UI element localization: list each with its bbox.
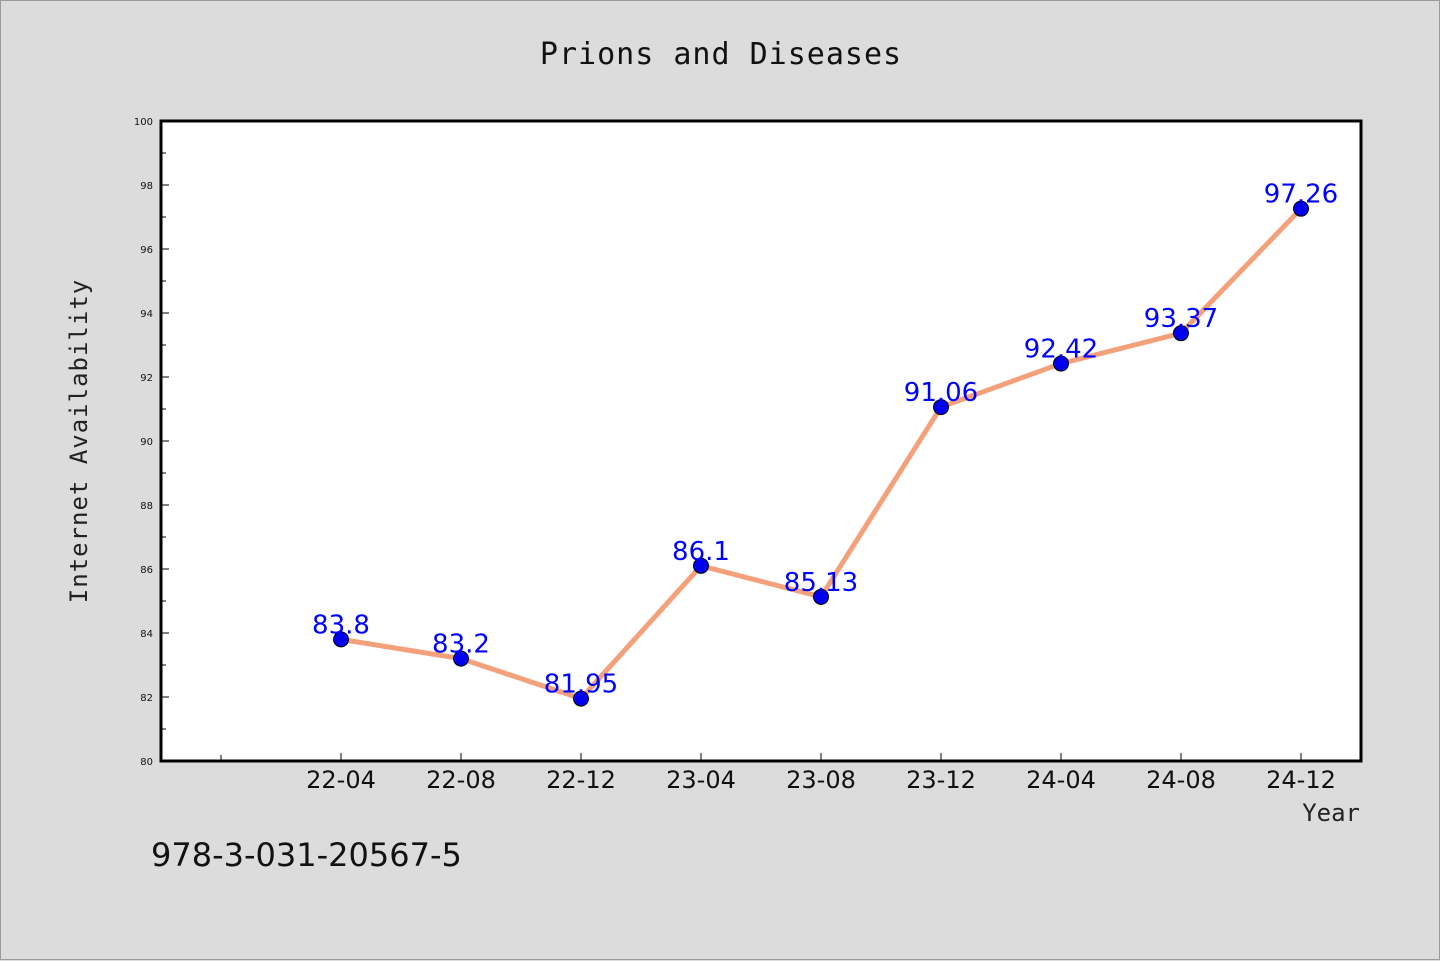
x-tick-label: 22-08: [426, 766, 496, 794]
y-tick-label: 84: [140, 629, 153, 640]
data-label: 83.2: [432, 630, 490, 660]
data-label: 91.06: [904, 378, 978, 408]
data-point: [573, 690, 589, 707]
y-tick-label: 92: [140, 373, 153, 384]
y-tick-label: 80: [140, 757, 153, 768]
data-point: [933, 399, 949, 416]
y-tick-label: 86: [140, 565, 153, 576]
x-tick-label: 24-12: [1266, 766, 1336, 794]
y-tick-label: 100: [134, 117, 153, 128]
y-axis-label: Internet Availability: [65, 279, 93, 603]
data-labels: 83.8 83.2 81.95 86.1 85.13 91.06 92.42 93.37 97.…: [312, 180, 1338, 700]
y-tick-label: 96: [140, 245, 153, 256]
plot-area: [159, 119, 1363, 763]
x-tick-label: 24-04: [1026, 766, 1096, 794]
data-label: 97.26: [1264, 180, 1338, 210]
x-tick-label: 22-04: [306, 766, 376, 794]
chart-title: Prions and Diseases: [540, 37, 902, 72]
y-tick-label: 98: [140, 181, 153, 192]
data-label: 83.8: [312, 610, 370, 640]
data-point: [1293, 200, 1309, 217]
data-label: 81.95: [544, 670, 618, 700]
data-point: [693, 557, 709, 574]
data-label: 85.13: [784, 568, 858, 598]
data-point: [333, 631, 349, 648]
x-tick-label: 24-08: [1146, 766, 1216, 794]
data-label: 93.37: [1144, 304, 1218, 334]
y-tick-label: 82: [140, 693, 153, 704]
data-point: [1053, 355, 1069, 372]
data-point: [813, 588, 829, 605]
x-axis-label: Year: [1302, 799, 1360, 827]
x-tick-label: 23-12: [906, 766, 976, 794]
x-tick-label: 23-04: [666, 766, 736, 794]
data-markers: [333, 200, 1309, 707]
isbn-text: 978-3-031-20567-5: [151, 836, 462, 874]
y-tick-label: 90: [140, 437, 153, 448]
x-tick-label: 23-08: [786, 766, 856, 794]
y-tick-label: 88: [140, 501, 153, 512]
y-axis: 80 82 84 86 88 90 92 94 96 98 100: [134, 117, 169, 768]
data-point: [453, 650, 469, 667]
data-point: [1173, 325, 1189, 342]
data-label: 92.42: [1024, 335, 1098, 365]
y-tick-label: 94: [140, 309, 153, 320]
data-label: 86.1: [672, 537, 730, 567]
x-axis: 22-04 22-08 22-12 23-04 23-08 23-12 24-04 24-08…: [220, 753, 1336, 794]
x-tick-label: 22-12: [546, 766, 616, 794]
